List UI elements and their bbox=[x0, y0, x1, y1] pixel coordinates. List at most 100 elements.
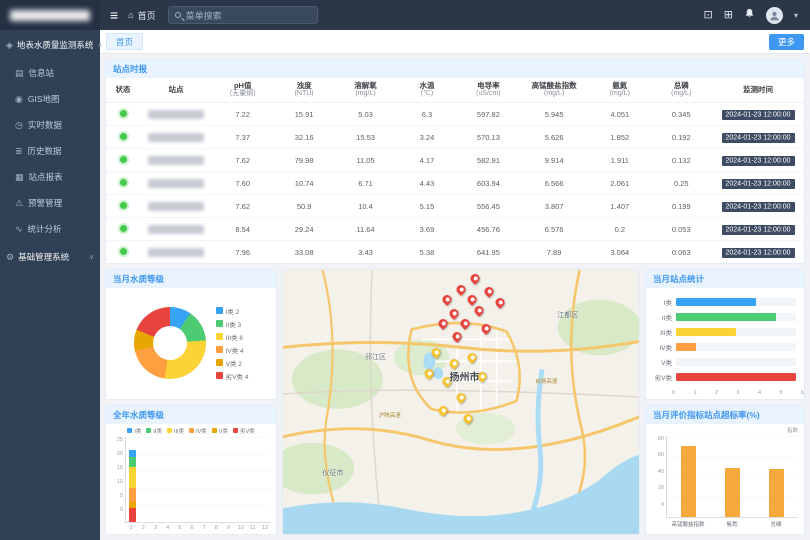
vbar bbox=[724, 468, 740, 517]
map-marker[interactable] bbox=[447, 306, 461, 320]
table-row[interactable]: 7.22 15.91 5.03 6.3 597.82 5.945 4.051 0.345 20… bbox=[106, 102, 804, 127]
sidebar-item-history[interactable]: ≣ 历史数据 bbox=[15, 145, 62, 157]
tab-home[interactable]: 首页 bbox=[106, 33, 144, 50]
hbar bbox=[676, 328, 736, 337]
legend-item[interactable]: I类 2 bbox=[215, 306, 249, 316]
exceed-legend: 指数 bbox=[786, 427, 798, 434]
map-marker[interactable] bbox=[451, 330, 464, 344]
map-marker[interactable] bbox=[479, 322, 493, 336]
station-name-redacted bbox=[148, 132, 204, 142]
cell-value: 6.71 bbox=[334, 171, 397, 196]
cell-value: 10.74 bbox=[273, 171, 335, 196]
hbar bbox=[676, 343, 696, 352]
table-header-row: 状态 站点 pH值 (无量纲) 浊度 (NTU) 溶解氧 (mg/L) 水温 (℃) 电导率 (uS/… bbox=[106, 78, 804, 104]
map-marker[interactable] bbox=[454, 282, 468, 296]
menu-search-input[interactable]: 菜单搜索 bbox=[167, 6, 318, 24]
fullscreen-icon[interactable]: ⊡ bbox=[703, 8, 713, 21]
cell-value: 15.91 bbox=[273, 102, 335, 127]
table-row[interactable]: 7.96 33.08 3.43 5.38 641.95 7.89 3.064 0.063 20… bbox=[106, 240, 804, 263]
sidebar-group[interactable]: ◈ 地表水质量监测系统 ∧ bbox=[6, 39, 103, 51]
sidebar-item-report[interactable]: ▦ 站点报表 bbox=[15, 171, 63, 183]
map-marker[interactable] bbox=[465, 293, 479, 307]
cell-value: 0.063 bbox=[650, 240, 712, 263]
exceed-plot[interactable] bbox=[666, 435, 798, 518]
map-marker[interactable] bbox=[436, 404, 450, 418]
map-label: 启扬高速 bbox=[535, 378, 558, 385]
map-marker[interactable] bbox=[436, 317, 450, 330]
legend-item[interactable]: IV类 bbox=[189, 427, 207, 435]
dashboard-content: 站点时报 状态 站点 pH值 (无量纲) 浊度 (NTU) 溶解氧 (mg/L) 水温 (℃) 电导… bbox=[100, 54, 810, 540]
hbar-row: IV类 bbox=[650, 340, 796, 355]
cell-value: 1.911 bbox=[589, 148, 651, 173]
avatar[interactable] bbox=[765, 6, 783, 24]
hbar-row: I类 bbox=[650, 295, 796, 310]
station-name-redacted bbox=[148, 155, 204, 165]
station-name-redacted bbox=[148, 224, 204, 234]
cell-value: 3.807 bbox=[519, 194, 590, 219]
sidebar-item-info[interactable]: ▤ 信息站 bbox=[15, 67, 55, 79]
cell-value: 0.25 bbox=[650, 171, 712, 196]
map-marker[interactable] bbox=[483, 285, 496, 299]
hbar bbox=[676, 373, 796, 382]
map-marker[interactable] bbox=[468, 272, 482, 286]
sidebar-item-gis[interactable]: ◉ GIS地图 bbox=[15, 93, 60, 105]
map-marker[interactable] bbox=[461, 412, 475, 425]
map-marker[interactable] bbox=[465, 351, 479, 365]
legend-item[interactable]: IV类 4 bbox=[215, 345, 249, 355]
map-panel[interactable]: 扬州市 邗江区 江都区 仪征市 沪陕高速 启扬高速 bbox=[282, 269, 640, 535]
month-stack bbox=[126, 437, 138, 522]
hbar-row: II类 bbox=[650, 310, 796, 325]
table-row[interactable]: 7.37 32.16 15.53 3.24 570.13 5.626 1.852 0.192 … bbox=[106, 125, 804, 150]
apps-icon[interactable]: ⊞ bbox=[723, 8, 733, 21]
cell-value: 6.3 bbox=[396, 102, 458, 127]
map-marker[interactable] bbox=[493, 296, 507, 309]
annual-plot[interactable] bbox=[125, 436, 271, 523]
cell-value: 0.199 bbox=[650, 194, 712, 219]
sidebar-menu: ◈ 地表水质量监测系统 ∧ ▤ 信息站 ◉ GIS地图 ◷ 实时数据 ≣ 历史数… bbox=[0, 30, 103, 272]
table-row[interactable]: 7.60 10.74 6.71 4.43 603.94 6.566 2.061 0.25 20… bbox=[106, 171, 804, 196]
status-dot bbox=[119, 247, 127, 255]
monitor-time: 2024-01-23 12:00:00 bbox=[721, 110, 795, 121]
map-marker[interactable] bbox=[458, 317, 471, 330]
cell-value: 0.2 bbox=[589, 217, 651, 242]
cell-value: 5.03 bbox=[334, 102, 397, 127]
legend-item[interactable]: I类 bbox=[127, 427, 141, 435]
bell-icon[interactable] bbox=[744, 8, 755, 22]
map-marker[interactable] bbox=[422, 367, 436, 381]
map-marker[interactable] bbox=[454, 391, 468, 404]
cell-value: 456.76 bbox=[457, 217, 520, 242]
sidebar-item-warning[interactable]: ⚠ 预警管理 bbox=[15, 197, 63, 209]
legend-item[interactable]: V类 bbox=[211, 427, 228, 435]
map-markers: 扬州市 邗江区 江都区 仪征市 沪陕高速 启扬高速 bbox=[283, 270, 639, 534]
breadcrumb[interactable]: ⌂ 首页 bbox=[128, 9, 155, 22]
map-marker[interactable] bbox=[429, 346, 443, 359]
history-icon: ≣ bbox=[15, 145, 23, 156]
sidebar-group[interactable]: ⚙ 基础管理系统 ∨ bbox=[6, 251, 94, 263]
cell-value: 7.22 bbox=[212, 102, 274, 127]
table-row[interactable]: 7.62 79.98 11.05 4.17 582.91 9.914 1.911 0.132 … bbox=[106, 148, 804, 173]
more-button[interactable]: 更多 bbox=[768, 33, 804, 50]
legend-item[interactable]: III类 bbox=[166, 427, 184, 435]
legend-item[interactable]: 劣V类 4 bbox=[215, 371, 248, 381]
map-marker[interactable] bbox=[472, 304, 486, 317]
status-dot bbox=[119, 109, 127, 117]
donut-legend: I类 2 II类 3 III类 6 IV类 4 V类 2 劣V类 4 bbox=[215, 306, 249, 381]
chevron-down-icon[interactable]: ▾ bbox=[793, 10, 798, 20]
table-row[interactable]: 8.54 29.24 11.64 3.69 456.76 6.576 0.2 0.053 20… bbox=[106, 217, 804, 242]
hamburger-icon[interactable]: ≡ bbox=[110, 7, 119, 23]
legend-item[interactable]: III类 6 bbox=[215, 332, 249, 342]
donut-chart[interactable] bbox=[133, 307, 206, 380]
map-label: 仪征市 bbox=[322, 470, 344, 478]
cell-value: 50.9 bbox=[273, 194, 335, 219]
legend-item[interactable]: II类 bbox=[146, 427, 162, 435]
map-marker[interactable] bbox=[440, 293, 454, 307]
legend-item[interactable]: V类 2 bbox=[215, 358, 249, 368]
cell-value: 6.576 bbox=[519, 217, 590, 242]
app-logo-text-redacted bbox=[10, 9, 90, 21]
hbar bbox=[676, 298, 756, 307]
table-row[interactable]: 7.62 50.9 10.4 5.15 556.45 3.807 1.407 0.199 20… bbox=[106, 194, 804, 219]
legend-item[interactable]: 劣V类 bbox=[232, 427, 255, 435]
legend-item[interactable]: II类 3 bbox=[215, 319, 249, 329]
sidebar-item-realtime[interactable]: ◷ 实时数据 bbox=[15, 119, 62, 131]
sidebar-item-stats[interactable]: ∿ 统计分析 bbox=[15, 223, 62, 235]
